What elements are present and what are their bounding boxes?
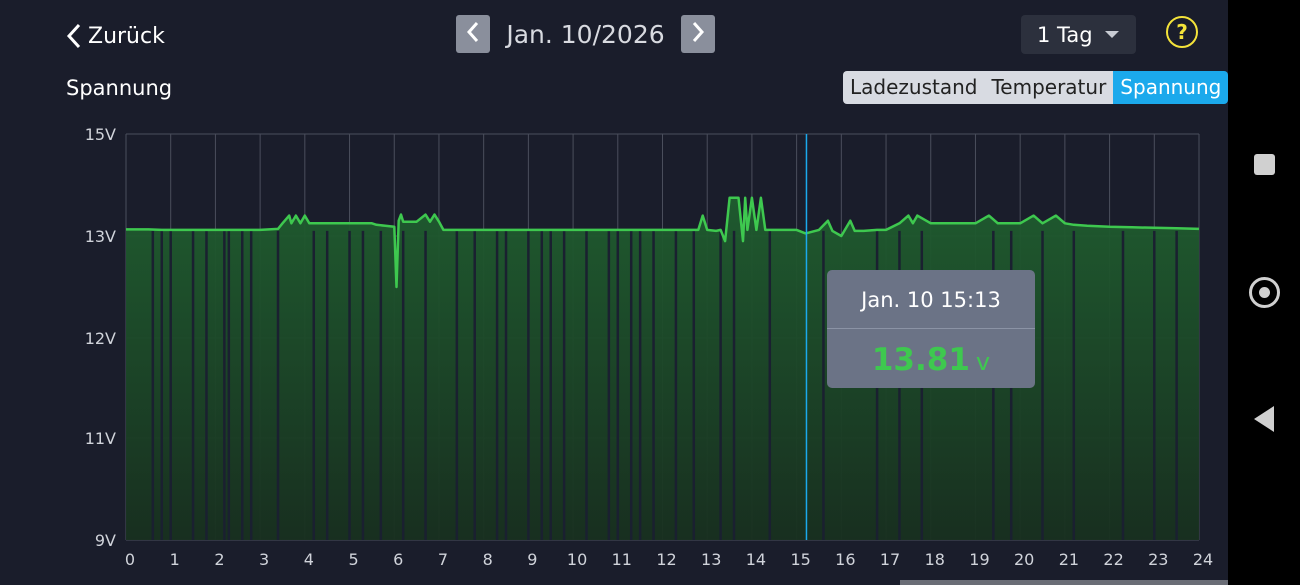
y-tick-label: 13V [85, 227, 116, 246]
chevron-right-icon [691, 21, 705, 47]
y-tick-label: 15V [85, 125, 116, 144]
y-tick-label: 9V [95, 531, 116, 550]
app-screen: Zurück Jan. 10/2026 1 Tag ? Spannung Lad… [0, 0, 1229, 585]
square-icon[interactable] [1254, 154, 1275, 175]
chevron-left-icon [466, 21, 480, 47]
chevron-left-icon [66, 23, 82, 49]
x-tick-label: 2 [214, 550, 224, 569]
x-tick-label: 1 [170, 550, 180, 569]
value-tooltip: Jan. 10 15:13 13.81 v [827, 270, 1035, 388]
back-label: Zurück [88, 23, 165, 49]
x-tick-label: 23 [1148, 550, 1168, 569]
x-tick-label: 12 [656, 550, 676, 569]
prev-day-button[interactable] [456, 15, 490, 53]
x-tick-label: 3 [259, 550, 269, 569]
x-tick-label: 11 [612, 550, 632, 569]
x-tick-label: 15 [790, 550, 810, 569]
x-tick-label: 24 [1193, 550, 1213, 569]
x-tick-label: 7 [438, 550, 448, 569]
range-label: 1 Tag [1037, 22, 1093, 47]
x-axis-ticks: 0 1 2 3 4 5 6 7 8 9 10 11 12 13 14 15 16 17 18 19 20 21 22 23 24 [125, 550, 1213, 569]
tooltip-value-row: 13.81 v [827, 342, 1035, 378]
x-tick-label: 20 [1014, 550, 1034, 569]
tooltip-unit: v [975, 348, 991, 376]
tooltip-time: Jan. 10 15:13 [861, 288, 1001, 312]
x-tick-label: 5 [348, 550, 358, 569]
x-tick-label: 17 [880, 550, 900, 569]
x-tick-label: 4 [304, 550, 314, 569]
chart-area [126, 197, 1199, 541]
circle-icon[interactable] [1249, 277, 1280, 308]
chart-line [126, 196, 1200, 289]
range-dropdown[interactable]: 1 Tag [1021, 15, 1136, 54]
triangle-back-icon[interactable] [1254, 406, 1274, 432]
x-tick-label: 8 [483, 550, 493, 569]
caret-down-icon [1105, 31, 1119, 38]
x-tick-label: 19 [969, 550, 989, 569]
x-tick-label: 22 [1103, 550, 1123, 569]
x-tick-label: 21 [1059, 550, 1079, 569]
x-tick-label: 16 [835, 550, 855, 569]
tab-spannung[interactable]: Spannung [1113, 71, 1229, 104]
x-tick-label: 13 [701, 550, 721, 569]
section-title: Spannung [66, 76, 173, 100]
date-label: Jan. 10/2026 [506, 19, 665, 49]
voltage-area [126, 197, 1199, 541]
back-button[interactable]: Zurück [66, 18, 165, 54]
home-dot [1259, 287, 1270, 298]
chart-dropouts [151, 230, 1178, 540]
tooltip-divider [827, 328, 1035, 329]
tab-temperatur[interactable]: Temperatur [984, 71, 1114, 104]
x-tick-label: 0 [125, 550, 135, 569]
y-tick-label: 11V [85, 429, 116, 448]
x-tick-label: 6 [393, 550, 403, 569]
x-tick-label: 18 [925, 550, 945, 569]
next-day-button[interactable] [681, 15, 715, 53]
y-axis-ticks: 15V 13V 12V 11V 9V [85, 125, 116, 550]
help-icon[interactable]: ? [1166, 16, 1198, 48]
metric-tabs: Ladezustand Temperatur Spannung [843, 71, 1229, 104]
scroll-indicator [900, 580, 1228, 585]
x-tick-label: 9 [527, 550, 537, 569]
tooltip-value: 13.81 [871, 342, 970, 378]
tab-ladezustand[interactable]: Ladezustand [843, 71, 985, 104]
date-navigator: Jan. 10/2026 [456, 14, 715, 54]
x-tick-label: 14 [746, 550, 766, 569]
x-tick-label: 10 [567, 550, 587, 569]
voltage-line [126, 196, 1200, 289]
y-tick-label: 12V [85, 329, 116, 348]
